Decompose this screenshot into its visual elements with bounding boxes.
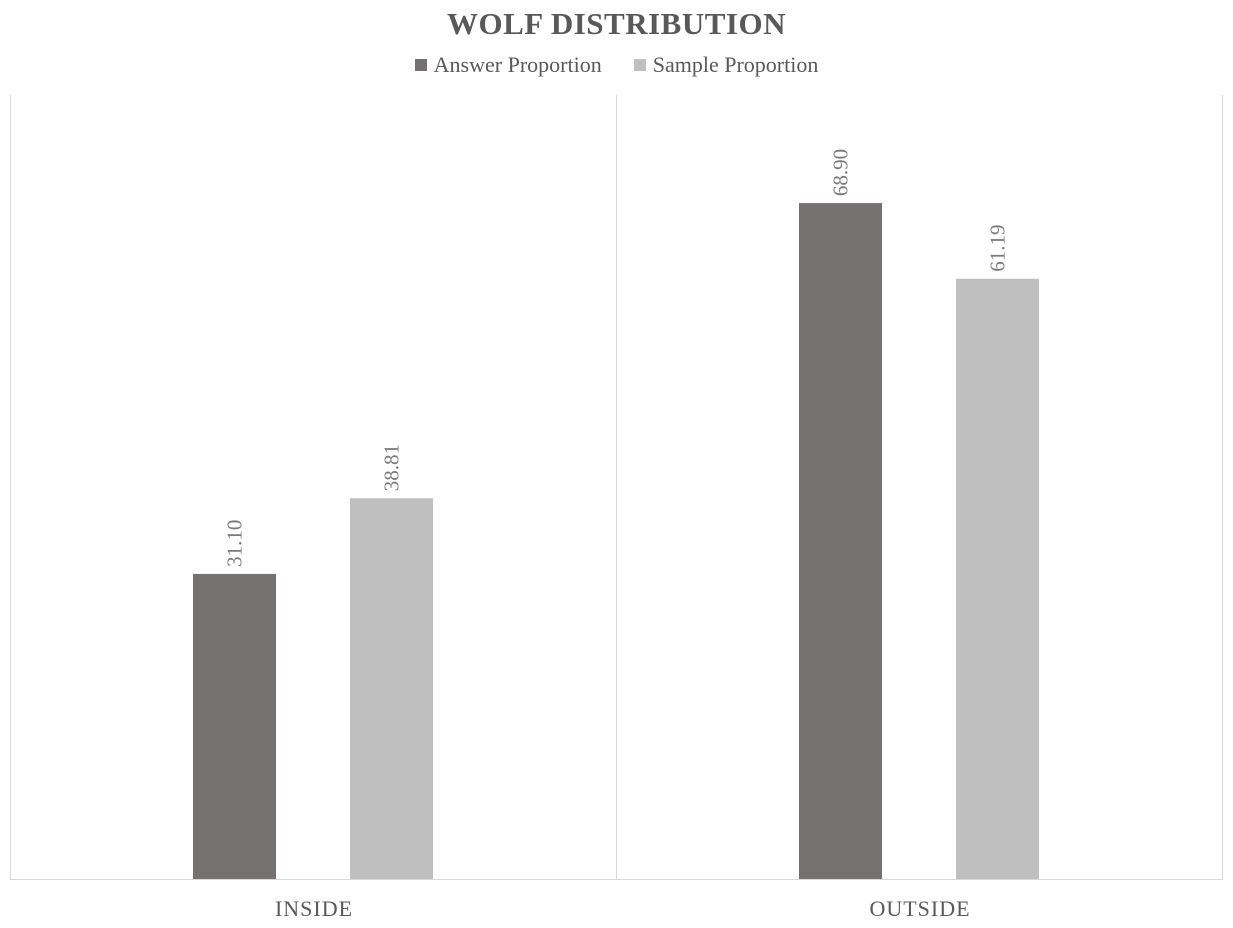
data-label-outside-series-0: 68.90 xyxy=(829,149,853,196)
chart-title: WOLF DISTRIBUTION xyxy=(447,6,786,41)
data-label-inside-series-0: 31.10 xyxy=(223,520,247,567)
bar-outside-series-0 xyxy=(799,203,882,879)
data-label-inside-series-1: 38.81 xyxy=(380,444,404,491)
legend-label-sample: Sample Proportion xyxy=(652,52,819,77)
legend: Answer Proportion Sample Proportion xyxy=(0,52,1233,78)
bar-outside-series-1 xyxy=(956,278,1039,880)
x-tick-label-outside: OUTSIDE xyxy=(869,896,970,921)
legend-item-sample: Sample Proportion xyxy=(633,52,819,78)
bar-inside-series-1 xyxy=(350,498,433,879)
bar-inside-series-0 xyxy=(193,573,276,879)
legend-item-answer: Answer Proportion xyxy=(414,52,602,78)
data-label-outside-series-1: 61.19 xyxy=(986,224,1010,271)
legend-swatch-answer xyxy=(414,59,427,71)
legend-swatch-sample xyxy=(633,59,646,71)
legend-label-answer: Answer Proportion xyxy=(433,52,602,77)
x-tick-label-inside: INSIDE xyxy=(275,896,353,921)
